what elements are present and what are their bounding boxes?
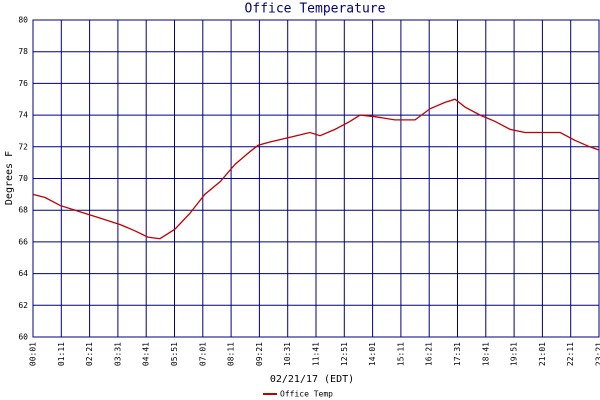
x-tick-label: 17:31 [453,342,462,366]
chart-title: Office Temperature [245,2,386,17]
y-tick-label: 70 [18,174,28,183]
x-tick-label: 23:21 [595,342,600,366]
x-tick-label: 01:11 [57,342,66,366]
x-tick-label: 16:21 [425,342,434,366]
data-line [32,98,600,240]
x-tick-label: 08:11 [227,342,236,366]
x-tick-label: 04:41 [142,342,151,366]
x-tick-label: 22:11 [566,342,575,366]
x-tick-label: 07:01 [198,342,207,366]
x-tick-label: 09:21 [255,342,264,366]
y-tick-label: 80 [18,16,28,25]
x-tick-label: 15:11 [396,342,405,366]
y-tick-label: 74 [18,111,28,120]
x-tick-label: 21:01 [538,342,547,366]
y-tick-label: 72 [18,142,28,151]
x-tick-label: 11:41 [312,342,321,366]
y-tick-label: 62 [18,301,28,310]
y-tick-label: 60 [18,333,28,342]
x-tick-label: 03:31 [113,342,122,366]
y-axis-label: Degrees F [4,151,15,205]
y-tick-label: 66 [18,237,28,246]
x-tick-label: 05:51 [170,342,179,366]
y-tick-label: 68 [18,206,28,215]
x-tick-label: 12:51 [340,342,349,366]
y-tick-label: 76 [18,79,28,88]
x-tick-label: 18:41 [481,342,490,366]
y-tick-label: 64 [18,269,28,278]
x-tick-label: 00:01 [29,342,38,366]
x-tick-label: 19:51 [510,342,519,366]
legend-label: Office Temp [280,390,333,399]
x-axis-label: 02/21/17 (EDT) [270,374,354,385]
x-tick-label: 10:31 [283,342,292,366]
x-tick-label: 14:01 [368,342,377,366]
x-tick-label: 02:21 [85,342,94,366]
y-tick-label: 78 [18,47,28,56]
